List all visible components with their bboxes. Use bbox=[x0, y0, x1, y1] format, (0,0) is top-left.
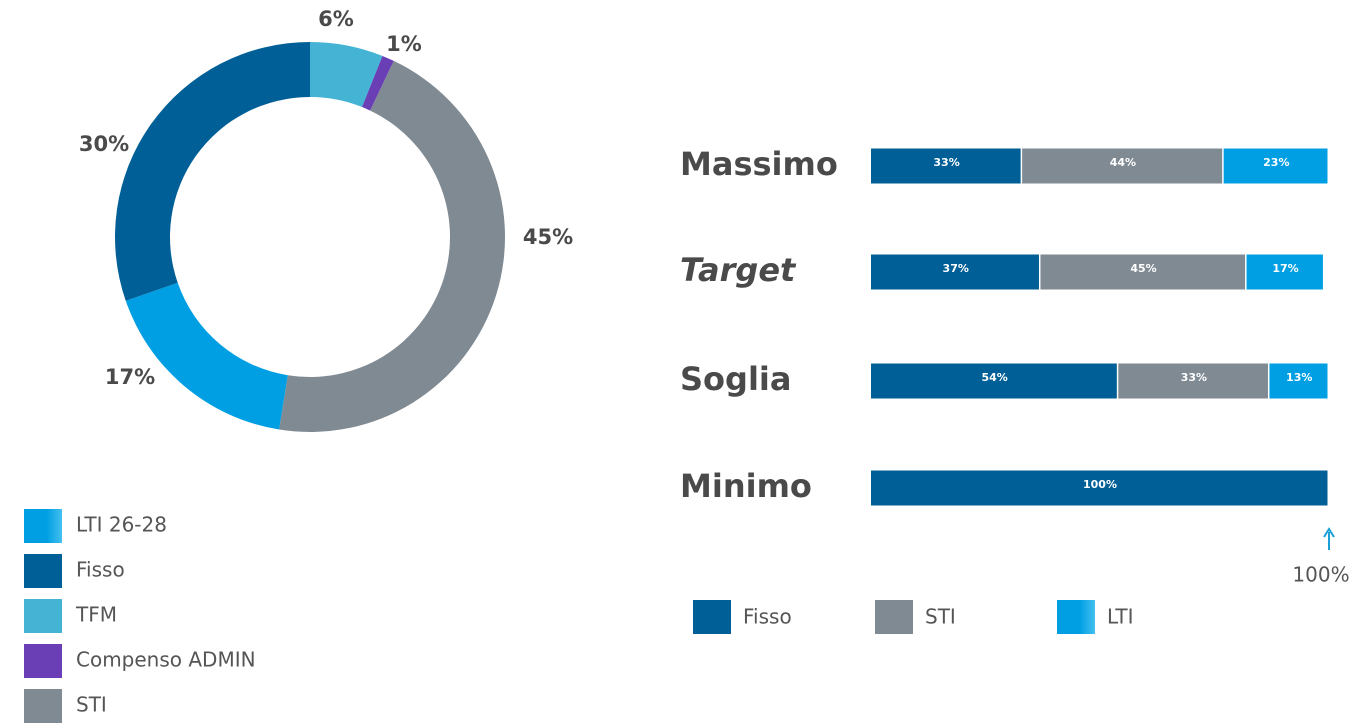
bar-segment bbox=[871, 363, 1117, 399]
bar-value-label: 33% bbox=[1181, 371, 1207, 384]
bar-segment bbox=[1246, 254, 1323, 290]
category-label: Massimo bbox=[680, 145, 838, 183]
legend-swatch bbox=[875, 600, 913, 634]
bar-segment bbox=[871, 148, 1021, 184]
category-label: Target bbox=[680, 251, 797, 289]
donut-slice bbox=[125, 282, 288, 430]
slice-label: 30% bbox=[79, 132, 129, 156]
legend-swatch bbox=[24, 554, 62, 588]
donut-slice bbox=[279, 60, 506, 433]
slice-label: 1% bbox=[386, 32, 422, 56]
legend-swatch bbox=[24, 599, 62, 633]
bar-value-label: 100% bbox=[1083, 478, 1117, 491]
legend-swatch bbox=[24, 689, 62, 723]
legend-label: STI bbox=[925, 605, 956, 629]
legend-label: STI bbox=[76, 693, 107, 717]
donut-slice bbox=[114, 42, 310, 301]
legend-label: Compenso ADMIN bbox=[76, 648, 256, 672]
donut-slice bbox=[310, 42, 383, 108]
bar-value-label: 33% bbox=[933, 156, 959, 169]
bar-segment bbox=[1040, 254, 1246, 290]
category-label: Soglia bbox=[680, 360, 791, 398]
bar-value-label: 54% bbox=[981, 371, 1007, 384]
slice-label: 6% bbox=[318, 7, 354, 31]
bar-value-label: 44% bbox=[1110, 156, 1136, 169]
legend-label: LTI 26-28 bbox=[76, 513, 167, 537]
legend-label: Fisso bbox=[743, 605, 792, 629]
bar-value-label: 23% bbox=[1263, 156, 1289, 169]
legend-swatch bbox=[24, 644, 62, 678]
legend-swatch bbox=[1057, 600, 1095, 634]
bar-segment bbox=[1022, 148, 1223, 184]
donut-slice bbox=[362, 55, 394, 111]
annotation-arrowhead bbox=[1323, 527, 1335, 538]
bar-value-label: 13% bbox=[1286, 371, 1312, 384]
bar-segment bbox=[1269, 363, 1328, 399]
bar-value-label: 37% bbox=[943, 262, 969, 275]
slice-label: 45% bbox=[523, 225, 573, 249]
legend-label: Fisso bbox=[76, 558, 125, 582]
legend-label: TFM bbox=[75, 603, 117, 627]
bar-segment bbox=[1223, 148, 1328, 184]
legend-label: LTI bbox=[1107, 605, 1134, 629]
bar-value-label: 17% bbox=[1272, 262, 1298, 275]
category-label: Minimo bbox=[680, 467, 812, 505]
bar-segment bbox=[871, 470, 1328, 506]
annotation: 100% bbox=[1292, 563, 1349, 587]
slice-label: 17% bbox=[105, 365, 155, 389]
bar-segment bbox=[871, 254, 1039, 290]
bar-segment bbox=[1118, 363, 1268, 399]
legend-swatch bbox=[24, 509, 62, 543]
bar-value-label: 45% bbox=[1130, 262, 1156, 275]
legend-swatch bbox=[693, 600, 731, 634]
